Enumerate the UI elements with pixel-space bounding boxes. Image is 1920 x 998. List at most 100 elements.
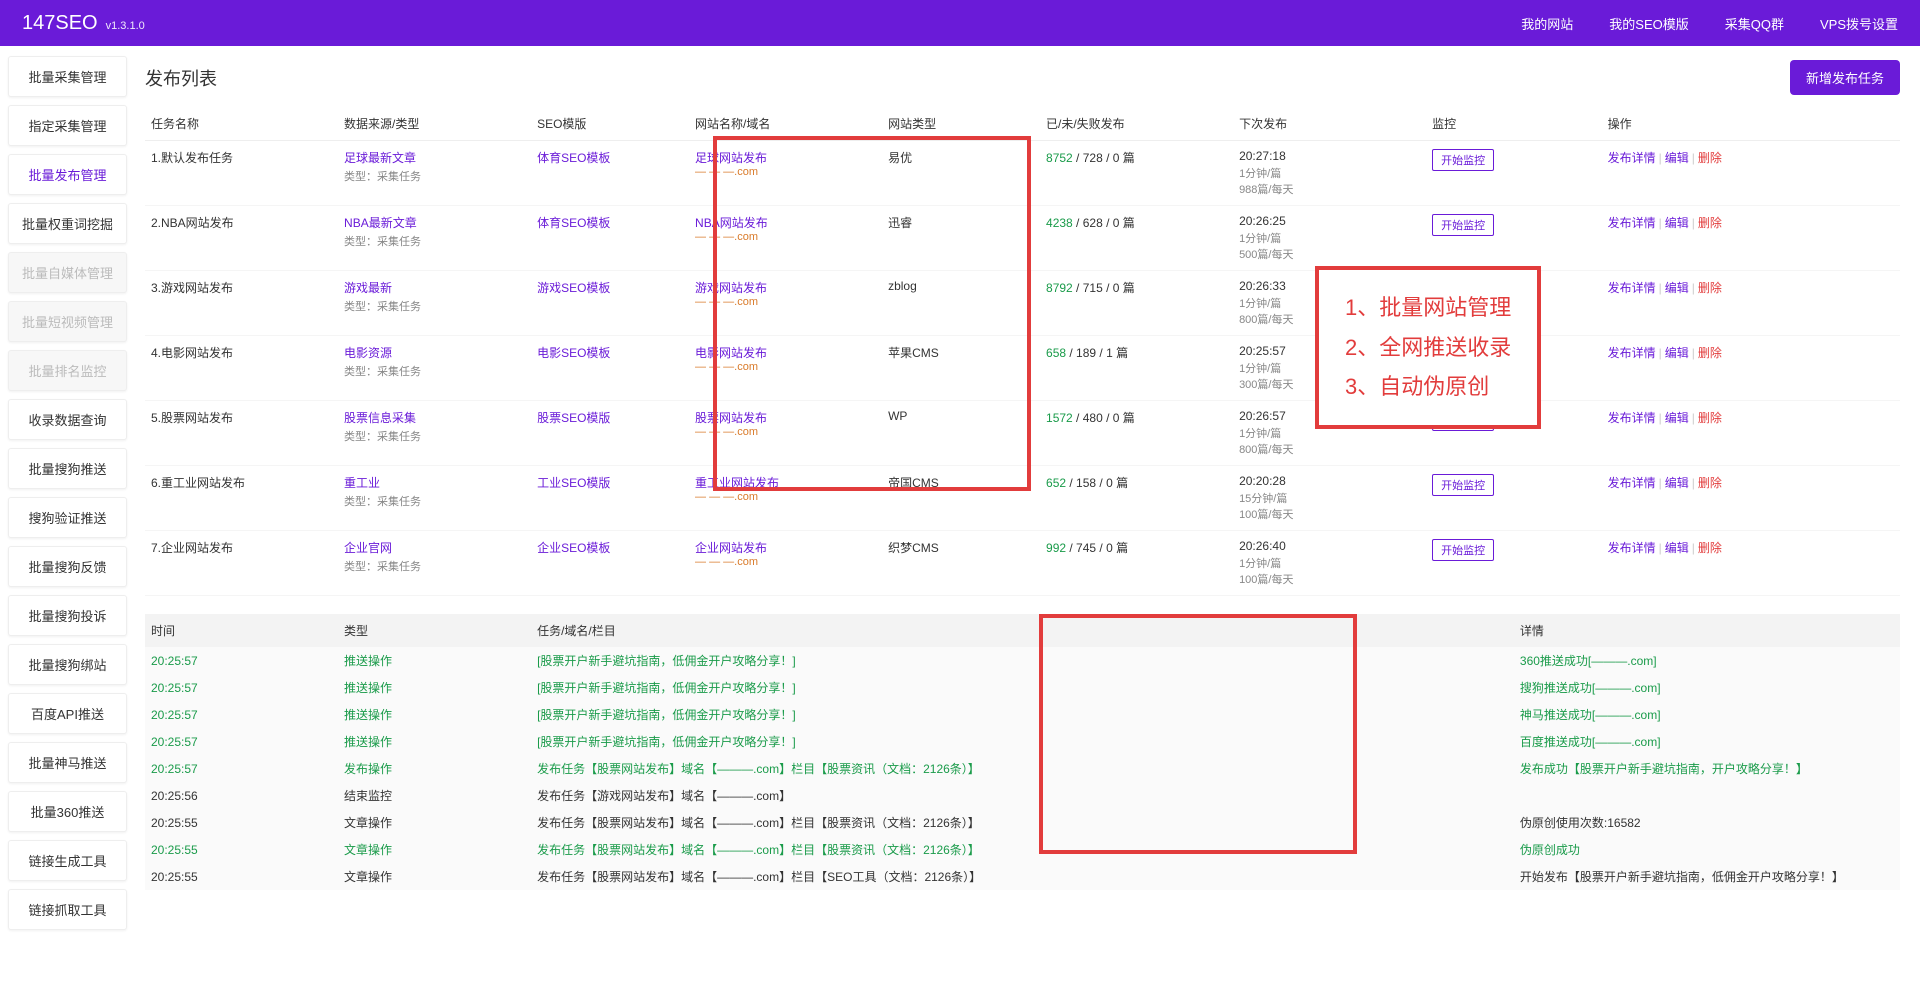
edit-link[interactable]: 编辑 <box>1665 151 1689 165</box>
log-detail: 伪原创使用次数:16582 <box>1514 809 1900 836</box>
topnav-item[interactable]: VPS拨号设置 <box>1820 14 1898 33</box>
delete-link[interactable]: 删除 <box>1698 216 1722 230</box>
log-type: 推送操作 <box>338 701 531 728</box>
log-detail: 搜狗推送成功[———.com] <box>1514 674 1900 701</box>
sidebar-item[interactable]: 批量发布管理 <box>8 154 127 195</box>
detail-link[interactable]: 发布详情 <box>1608 216 1656 230</box>
log-col-header: 任务/域名/栏目 <box>531 614 1514 647</box>
topnav-item[interactable]: 采集QQ群 <box>1725 14 1784 33</box>
sidebar: 批量采集管理指定采集管理批量发布管理批量权重词挖掘批量自媒体管理批量短视频管理批… <box>0 46 135 940</box>
log-type: 推送操作 <box>338 674 531 701</box>
topbar: 147SEO v1.3.1.0 我的网站 我的SEO模版 采集QQ群 VPS拨号设置 <box>0 0 1920 46</box>
sidebar-item[interactable]: 批量搜狗反馈 <box>8 546 127 587</box>
monitor-button[interactable]: 开始监控 <box>1432 149 1494 171</box>
task-col-header: 网站类型 <box>882 107 1040 141</box>
sidebar-item[interactable]: 搜狗验证推送 <box>8 497 127 538</box>
table-row: 6.重工业网站发布重工业类型：采集任务工业SEO模版重工业网站发布— — —.c… <box>145 466 1900 531</box>
sidebar-item[interactable]: 批量采集管理 <box>8 56 127 97</box>
delete-link[interactable]: 删除 <box>1698 541 1722 555</box>
sidebar-item[interactable]: 批量搜狗投诉 <box>8 595 127 636</box>
detail-link[interactable]: 发布详情 <box>1608 346 1656 360</box>
sidebar-item[interactable]: 链接抓取工具 <box>8 889 127 930</box>
system-type: 织梦CMS <box>882 531 1040 596</box>
log-row: 20:25:57推送操作[股票开户新手避坑指南，低佣金开户攻略分享！]搜狗推送成… <box>145 674 1900 701</box>
log-row: 20:25:57推送操作[股票开户新手避坑指南，低佣金开户攻略分享！]百度推送成… <box>145 728 1900 755</box>
sidebar-item[interactable]: 批量神马推送 <box>8 742 127 783</box>
sidebar-item[interactable]: 批量搜狗推送 <box>8 448 127 489</box>
template-link[interactable]: 体育SEO模板 <box>537 216 610 230</box>
log-time: 20:25:57 <box>145 674 338 701</box>
template-link[interactable]: 电影SEO模板 <box>537 346 610 360</box>
system-type: 易优 <box>882 141 1040 206</box>
callout-line: 2、全网推送收录 <box>1345 328 1511 368</box>
site-link[interactable]: 游戏网站发布 <box>695 279 876 296</box>
edit-link[interactable]: 编辑 <box>1665 281 1689 295</box>
monitor-button[interactable]: 开始监控 <box>1432 539 1494 561</box>
log-row: 20:25:57推送操作[股票开户新手避坑指南，低佣金开户攻略分享！]360推送… <box>145 647 1900 674</box>
site-link[interactable]: NBA网站发布 <box>695 214 876 231</box>
source-link[interactable]: 股票信息采集 <box>344 409 525 426</box>
edit-link[interactable]: 编辑 <box>1665 476 1689 490</box>
log-task: 发布任务【游戏网站发布】域名【———.com】 <box>531 782 1514 809</box>
sidebar-item: 批量短视频管理 <box>8 301 127 342</box>
log-type: 文章操作 <box>338 863 531 890</box>
brand: 147SEO v1.3.1.0 <box>22 12 145 35</box>
edit-link[interactable]: 编辑 <box>1665 411 1689 425</box>
delete-link[interactable]: 删除 <box>1698 346 1722 360</box>
delete-link[interactable]: 删除 <box>1698 281 1722 295</box>
delete-link[interactable]: 删除 <box>1698 411 1722 425</box>
new-task-button[interactable]: 新增发布任务 <box>1790 60 1900 95</box>
delete-link[interactable]: 删除 <box>1698 151 1722 165</box>
task-col-header: SEO模版 <box>531 107 689 141</box>
log-panel: 时间类型任务/域名/栏目详情 20:25:57推送操作[股票开户新手避坑指南，低… <box>145 614 1900 890</box>
sidebar-item[interactable]: 百度API推送 <box>8 693 127 734</box>
site-link[interactable]: 重工业网站发布 <box>695 474 876 491</box>
edit-link[interactable]: 编辑 <box>1665 346 1689 360</box>
monitor-button[interactable]: 开始监控 <box>1432 214 1494 236</box>
task-name: 7.企业网站发布 <box>145 531 338 596</box>
delete-link[interactable]: 删除 <box>1698 476 1722 490</box>
template-link[interactable]: 工业SEO模版 <box>537 476 610 490</box>
source-link[interactable]: 电影资源 <box>344 344 525 361</box>
site-link[interactable]: 企业网站发布 <box>695 539 876 556</box>
log-task: [股票开户新手避坑指南，低佣金开户攻略分享！] <box>531 728 1514 755</box>
template-link[interactable]: 游戏SEO模板 <box>537 281 610 295</box>
site-link[interactable]: 股票网站发布 <box>695 409 876 426</box>
template-link[interactable]: 体育SEO模板 <box>537 151 610 165</box>
log-detail: 伪原创成功 <box>1514 836 1900 863</box>
site-link[interactable]: 电影网站发布 <box>695 344 876 361</box>
row-actions: 发布详情|编辑|删除 <box>1602 401 1900 466</box>
topnav-item[interactable]: 我的SEO模版 <box>1609 14 1688 33</box>
table-row: 1.默认发布任务足球最新文章类型：采集任务体育SEO模板足球网站发布— — —.… <box>145 141 1900 206</box>
source-link[interactable]: 企业官网 <box>344 539 525 556</box>
detail-link[interactable]: 发布详情 <box>1608 151 1656 165</box>
source-link[interactable]: 游戏最新 <box>344 279 525 296</box>
sidebar-item[interactable]: 批量搜狗绑站 <box>8 644 127 685</box>
monitor-button[interactable]: 开始监控 <box>1432 474 1494 496</box>
detail-link[interactable]: 发布详情 <box>1608 411 1656 425</box>
detail-link[interactable]: 发布详情 <box>1608 281 1656 295</box>
source-link[interactable]: 足球最新文章 <box>344 149 525 166</box>
topnav-item[interactable]: 我的网站 <box>1521 14 1573 33</box>
table-row: 4.电影网站发布电影资源类型：采集任务电影SEO模板电影网站发布— — —.co… <box>145 336 1900 401</box>
log-time: 20:25:57 <box>145 647 338 674</box>
log-row: 20:25:57推送操作[股票开户新手避坑指南，低佣金开户攻略分享！]神马推送成… <box>145 701 1900 728</box>
sidebar-item[interactable]: 收录数据查询 <box>8 399 127 440</box>
log-row: 20:25:57发布操作发布任务【股票网站发布】域名【———.com】栏目【股票… <box>145 755 1900 782</box>
source-link[interactable]: NBA最新文章 <box>344 214 525 231</box>
log-type: 结束监控 <box>338 782 531 809</box>
source-link[interactable]: 重工业 <box>344 474 525 491</box>
edit-link[interactable]: 编辑 <box>1665 216 1689 230</box>
template-link[interactable]: 企业SEO模板 <box>537 541 610 555</box>
sidebar-item[interactable]: 批量360推送 <box>8 791 127 832</box>
sidebar-item[interactable]: 指定采集管理 <box>8 105 127 146</box>
detail-link[interactable]: 发布详情 <box>1608 476 1656 490</box>
task-col-header: 操作 <box>1602 107 1900 141</box>
detail-link[interactable]: 发布详情 <box>1608 541 1656 555</box>
edit-link[interactable]: 编辑 <box>1665 541 1689 555</box>
sidebar-item[interactable]: 批量权重词挖掘 <box>8 203 127 244</box>
system-type: 苹果CMS <box>882 336 1040 401</box>
sidebar-item[interactable]: 链接生成工具 <box>8 840 127 881</box>
template-link[interactable]: 股票SEO模版 <box>537 411 610 425</box>
site-link[interactable]: 足球网站发布 <box>695 149 876 166</box>
